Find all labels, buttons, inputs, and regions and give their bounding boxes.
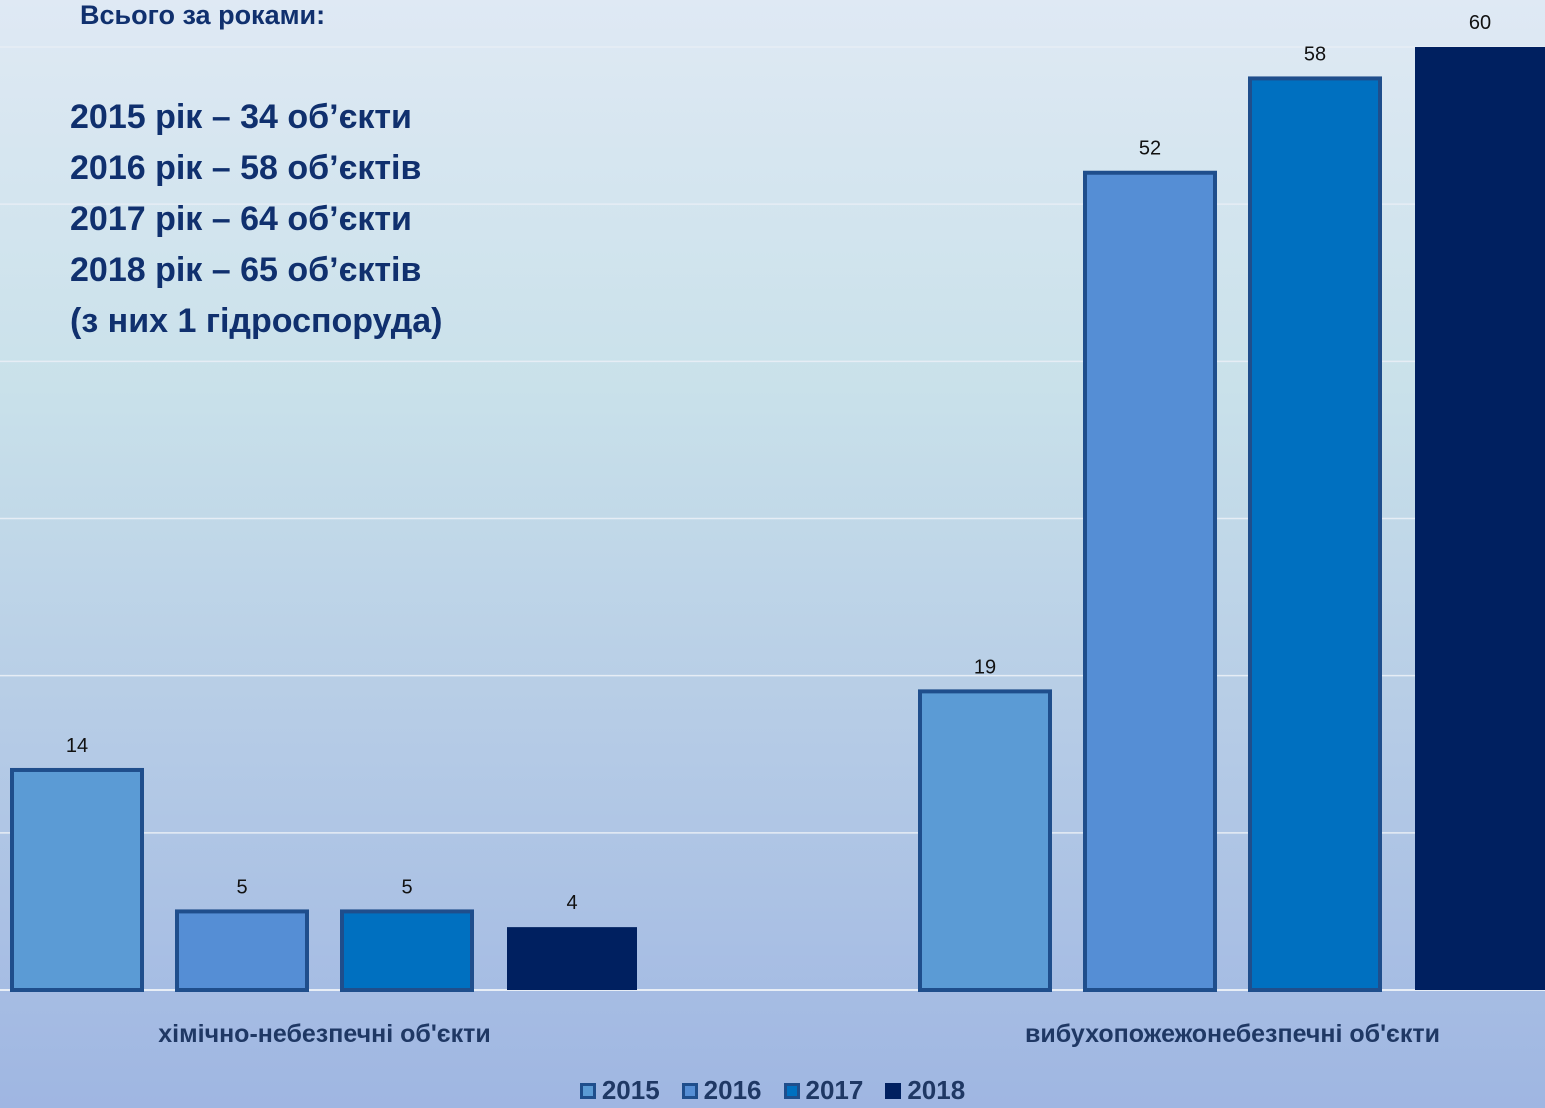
bar-2015	[10, 767, 144, 993]
legend-swatch	[681, 1082, 698, 1099]
bar-2017	[340, 909, 474, 993]
totals-line: 2016 рік – 58 об’єктів	[70, 149, 422, 187]
legend-label: 2016	[703, 1075, 762, 1105]
data-label: 60	[1469, 12, 1491, 34]
legend-item-2018: 2018	[885, 1075, 965, 1106]
legend: 2015 2016 2017 2018	[0, 1075, 1545, 1106]
legend-swatch	[783, 1082, 800, 1099]
bar-2016	[1083, 170, 1217, 992]
legend-item-2016: 2016	[681, 1075, 762, 1106]
totals-line: 2017 рік – 64 об’єкти	[70, 200, 412, 238]
totals-title: Всього за роками:	[80, 0, 326, 30]
data-labels: 14 19 5 52 5 58 4 60	[66, 12, 1491, 914]
data-label: 5	[236, 876, 247, 898]
bar-2015	[918, 689, 1052, 993]
data-label: 4	[566, 892, 577, 914]
legend-swatch	[579, 1082, 596, 1099]
legend-label: 2015	[601, 1075, 660, 1105]
category-labels: хімічно-небезпечні об'єкти вибухопожежоне…	[158, 1020, 1440, 1048]
data-label: 19	[974, 656, 996, 678]
data-label: 5	[401, 876, 412, 898]
legend-swatch	[885, 1082, 902, 1099]
totals-line: 2018 рік – 65 об’єктів	[70, 251, 422, 289]
legend-item-2017: 2017	[783, 1075, 864, 1106]
data-label: 52	[1139, 138, 1161, 160]
legend-item-2015: 2015	[579, 1075, 660, 1106]
legend-label: 2017	[805, 1075, 864, 1105]
totals-note: (з них 1 гідроспоруда)	[70, 302, 443, 340]
bar-2017	[1248, 76, 1382, 992]
category-label: хімічно-небезпечні об'єкти	[158, 1020, 490, 1048]
totals-lines: 2015 рік – 34 об’єкти 2016 рік – 58 об’є…	[70, 92, 443, 347]
bars	[10, 47, 1545, 993]
data-label: 58	[1304, 43, 1326, 65]
totals-line: 2015 рік – 34 об’єкти	[70, 98, 412, 136]
bar-2018	[1415, 47, 1545, 990]
bar-2016	[175, 909, 309, 993]
category-label: вибухопожежонебезпечні об'єкти	[1025, 1020, 1440, 1048]
bar-2018	[507, 927, 637, 990]
legend-label: 2018	[907, 1075, 966, 1105]
data-label: 14	[66, 735, 88, 757]
